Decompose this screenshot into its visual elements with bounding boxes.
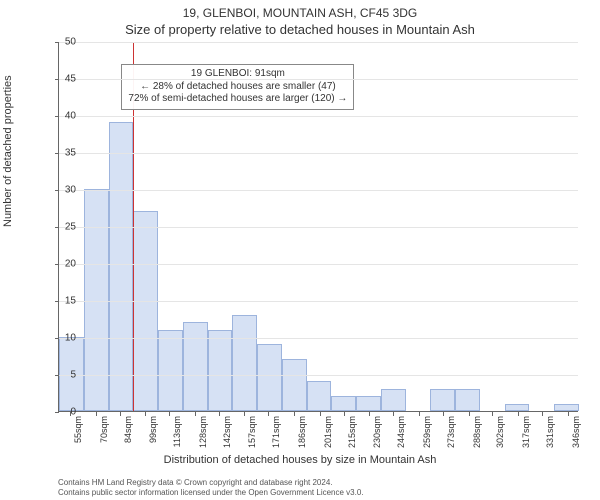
ytick-label: 15 bbox=[46, 296, 76, 307]
histogram-bar bbox=[505, 404, 530, 411]
xtick-label: 171sqm bbox=[271, 416, 281, 452]
gridline bbox=[59, 190, 578, 191]
xtick-label: 186sqm bbox=[297, 416, 307, 452]
ytick-label: 30 bbox=[46, 185, 76, 196]
xtick-label: 142sqm bbox=[222, 416, 232, 452]
chart-title: Size of property relative to detached ho… bbox=[0, 22, 600, 37]
histogram-bar bbox=[133, 211, 158, 411]
xtick-mark bbox=[320, 412, 321, 416]
ytick-label: 40 bbox=[46, 111, 76, 122]
xtick-label: 84sqm bbox=[123, 416, 133, 452]
xtick-mark bbox=[169, 412, 170, 416]
histogram-bar bbox=[430, 389, 455, 411]
gridline bbox=[59, 301, 578, 302]
xtick-label: 331sqm bbox=[545, 416, 555, 452]
xtick-label: 317sqm bbox=[521, 416, 531, 452]
ytick-label: 50 bbox=[46, 37, 76, 48]
xtick-mark bbox=[469, 412, 470, 416]
ytick-label: 25 bbox=[46, 222, 76, 233]
plot-area: 19 GLENBOI: 91sqm ← 28% of detached hous… bbox=[58, 42, 578, 412]
license-line2: Contains public sector information licen… bbox=[58, 488, 364, 498]
histogram-bar bbox=[356, 396, 381, 411]
gridline bbox=[59, 227, 578, 228]
ytick-label: 10 bbox=[46, 333, 76, 344]
xtick-mark bbox=[244, 412, 245, 416]
xtick-mark bbox=[492, 412, 493, 416]
ytick-label: 45 bbox=[46, 74, 76, 85]
gridline bbox=[59, 79, 578, 80]
xtick-mark bbox=[393, 412, 394, 416]
license-line1: Contains HM Land Registry data © Crown c… bbox=[58, 478, 364, 488]
histogram-bar bbox=[282, 359, 307, 411]
gridline bbox=[59, 264, 578, 265]
xtick-mark bbox=[120, 412, 121, 416]
histogram-bar bbox=[381, 389, 406, 411]
annotation-line2: ← 28% of detached houses are smaller (47… bbox=[128, 81, 347, 94]
license-text: Contains HM Land Registry data © Crown c… bbox=[58, 478, 364, 497]
xtick-mark bbox=[568, 412, 569, 416]
gridline bbox=[59, 153, 578, 154]
xtick-mark bbox=[518, 412, 519, 416]
xtick-label: 157sqm bbox=[247, 416, 257, 452]
chart-container: 19, GLENBOI, MOUNTAIN ASH, CF45 3DG Size… bbox=[0, 0, 600, 500]
xtick-label: 346sqm bbox=[571, 416, 581, 452]
xtick-label: 128sqm bbox=[198, 416, 208, 452]
x-axis-label: Distribution of detached houses by size … bbox=[0, 454, 600, 466]
ytick-label: 20 bbox=[46, 259, 76, 270]
xtick-mark bbox=[145, 412, 146, 416]
xtick-label: 244sqm bbox=[396, 416, 406, 452]
xtick-mark bbox=[419, 412, 420, 416]
xtick-mark bbox=[369, 412, 370, 416]
histogram-bar bbox=[84, 189, 109, 411]
xtick-mark bbox=[344, 412, 345, 416]
xtick-label: 99sqm bbox=[148, 416, 158, 452]
xtick-mark bbox=[268, 412, 269, 416]
ytick-label: 5 bbox=[46, 370, 76, 381]
histogram-bar bbox=[158, 330, 183, 411]
xtick-label: 288sqm bbox=[472, 416, 482, 452]
histogram-bar bbox=[232, 315, 257, 411]
histogram-bar bbox=[307, 381, 332, 411]
xtick-label: 113sqm bbox=[172, 416, 182, 452]
histogram-bar bbox=[257, 344, 282, 411]
ytick-label: 35 bbox=[46, 148, 76, 159]
histogram-bar bbox=[183, 322, 208, 411]
histogram-bar bbox=[554, 404, 579, 411]
y-axis-label: Number of detached properties bbox=[2, 75, 14, 227]
xtick-label: 302sqm bbox=[495, 416, 505, 452]
annotation-line3: 72% of semi-detached houses are larger (… bbox=[128, 93, 347, 106]
xtick-label: 201sqm bbox=[323, 416, 333, 452]
xtick-label: 70sqm bbox=[99, 416, 109, 452]
gridline bbox=[59, 338, 578, 339]
gridline bbox=[59, 375, 578, 376]
histogram-bar bbox=[331, 396, 356, 411]
xtick-mark bbox=[443, 412, 444, 416]
ytick-label: 0 bbox=[46, 407, 76, 418]
annotation-box: 19 GLENBOI: 91sqm ← 28% of detached hous… bbox=[121, 64, 354, 110]
address-title: 19, GLENBOI, MOUNTAIN ASH, CF45 3DG bbox=[0, 6, 600, 20]
xtick-label: 55sqm bbox=[73, 416, 83, 452]
xtick-mark bbox=[542, 412, 543, 416]
xtick-label: 215sqm bbox=[347, 416, 357, 452]
histogram-bar bbox=[455, 389, 480, 411]
histogram-bar bbox=[208, 330, 233, 411]
xtick-mark bbox=[294, 412, 295, 416]
xtick-mark bbox=[96, 412, 97, 416]
xtick-mark bbox=[195, 412, 196, 416]
gridline bbox=[59, 116, 578, 117]
xtick-mark bbox=[70, 412, 71, 416]
xtick-label: 273sqm bbox=[446, 416, 456, 452]
histogram-bar bbox=[109, 122, 134, 411]
xtick-label: 230sqm bbox=[372, 416, 382, 452]
xtick-mark bbox=[219, 412, 220, 416]
gridline bbox=[59, 42, 578, 43]
xtick-label: 259sqm bbox=[422, 416, 432, 452]
